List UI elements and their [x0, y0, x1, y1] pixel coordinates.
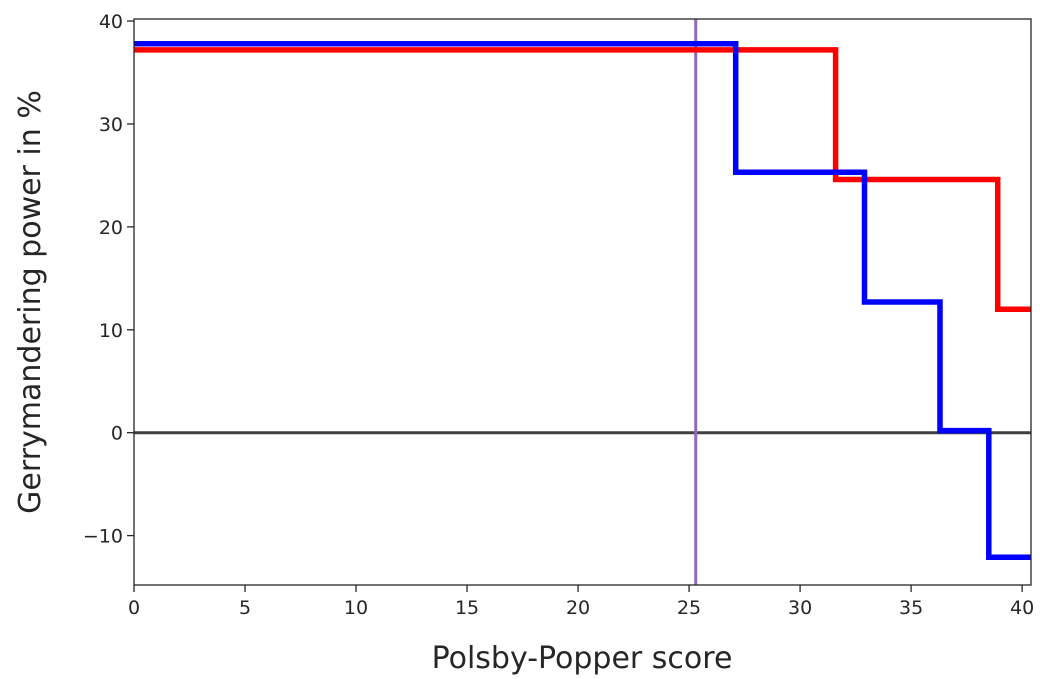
y-tick-label: −10 — [83, 526, 123, 548]
x-tick-label: 0 — [128, 597, 140, 619]
x-tick-label: 15 — [455, 597, 479, 619]
x-axis: 0 5 10 15 20 25 30 35 40 — [128, 585, 1034, 619]
x-tick-label: 10 — [344, 597, 368, 619]
y-axis-label: Gerrymandering power in % — [13, 90, 48, 514]
x-axis-label: Polsby-Popper score — [432, 641, 733, 676]
x-tick-label: 5 — [239, 597, 251, 619]
y-tick-label: 0 — [111, 423, 123, 445]
y-axis: −10 0 10 20 30 40 — [83, 11, 134, 548]
x-tick-label: 20 — [566, 597, 590, 619]
series-line-2 — [134, 40, 1031, 560]
y-tick-label: 40 — [99, 11, 123, 33]
x-tick-label: 25 — [677, 597, 701, 619]
x-tick-label: 30 — [788, 597, 812, 619]
y-tick-label: 30 — [99, 114, 123, 136]
x-tick-label: 40 — [1010, 597, 1034, 619]
x-tick-label: 35 — [899, 597, 923, 619]
plot-frame — [133, 18, 1032, 586]
data-layer — [134, 19, 1031, 585]
y-tick-label: 10 — [99, 320, 123, 342]
series-line-1 — [134, 47, 1031, 312]
y-tick-label: 20 — [99, 217, 123, 239]
